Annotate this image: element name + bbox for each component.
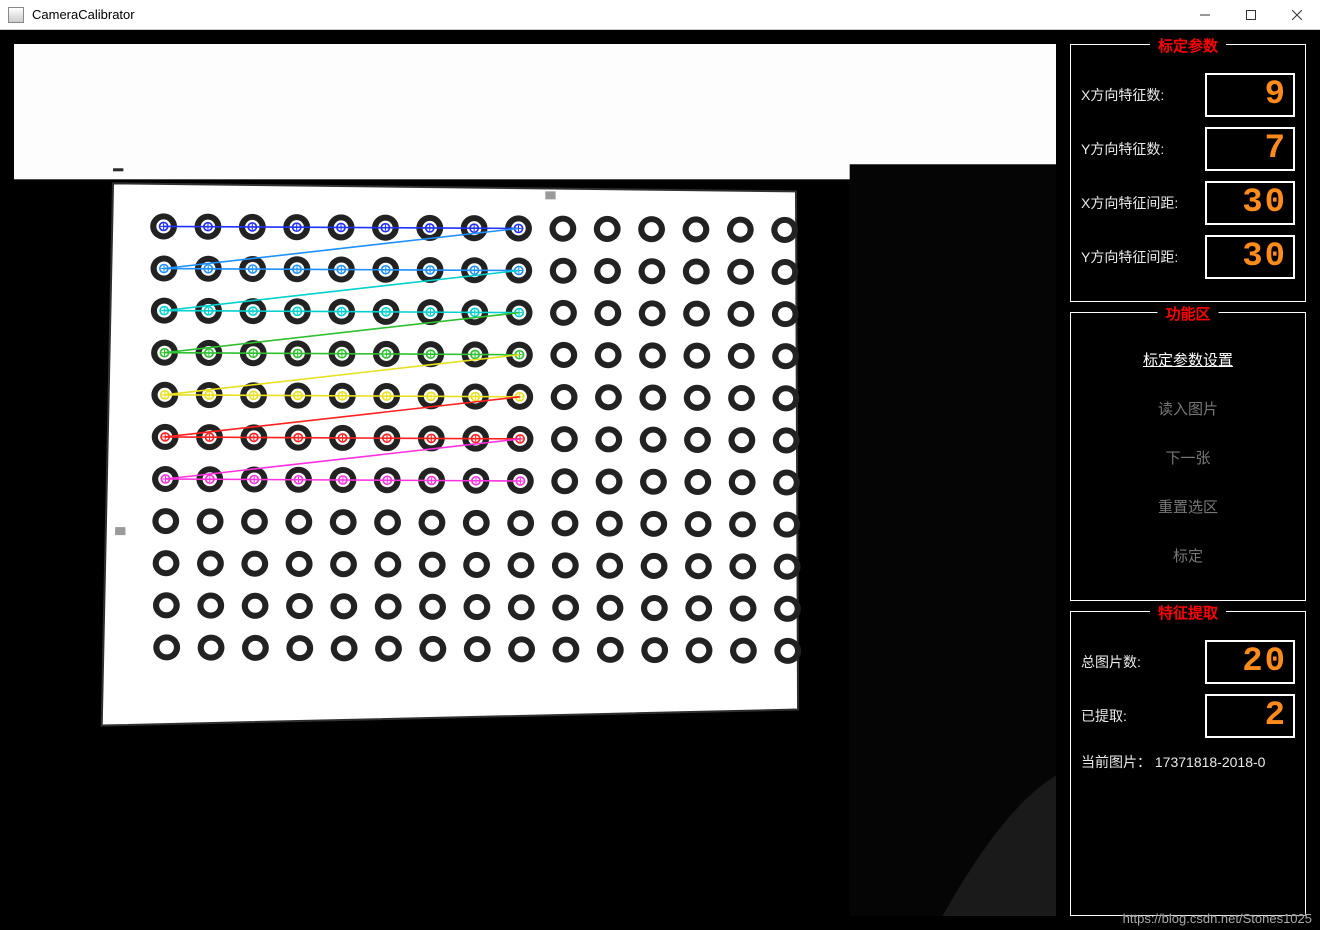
param-row-y-feat: Y方向特征数: 7 bbox=[1081, 127, 1295, 171]
maximize-button[interactable] bbox=[1228, 0, 1274, 30]
func-item-0[interactable]: 标定参数设置 bbox=[1143, 349, 1233, 370]
window-buttons bbox=[1182, 0, 1320, 30]
x-gap-value[interactable]: 30 bbox=[1205, 181, 1295, 225]
panel-calibration-params: 标定参数 X方向特征数: 9 Y方向特征数: 7 X方向特征间距: 30 Y方向… bbox=[1070, 44, 1306, 302]
app-icon bbox=[8, 7, 24, 23]
func-item-1[interactable]: 读入图片 bbox=[1158, 398, 1218, 419]
panel-title-func: 功能区 bbox=[1157, 303, 1218, 324]
func-item-3[interactable]: 重置选区 bbox=[1158, 496, 1218, 517]
func-item-4[interactable]: 标定 bbox=[1173, 545, 1203, 566]
y-feat-label: Y方向特征数: bbox=[1081, 139, 1164, 159]
x-feat-value[interactable]: 9 bbox=[1205, 73, 1295, 117]
param-row-x-feat: X方向特征数: 9 bbox=[1081, 73, 1295, 117]
current-image-label: 当前图片： bbox=[1081, 754, 1151, 770]
extracted-label: 已提取: bbox=[1081, 706, 1127, 726]
window-title: CameraCalibrator bbox=[32, 7, 1182, 22]
panel-functions: 功能区 标定参数设置读入图片下一张重置选区标定 bbox=[1070, 312, 1306, 601]
func-item-2[interactable]: 下一张 bbox=[1165, 447, 1210, 468]
x-gap-label: X方向特征间距: bbox=[1081, 193, 1178, 213]
y-gap-value[interactable]: 30 bbox=[1205, 235, 1295, 279]
x-feat-label: X方向特征数: bbox=[1081, 85, 1164, 105]
extracted-value: 2 bbox=[1205, 694, 1295, 738]
app-frame: 标定参数 X方向特征数: 9 Y方向特征数: 7 X方向特征间距: 30 Y方向… bbox=[0, 30, 1320, 930]
panel-feature-extract: 特征提取 总图片数: 20 已提取: 2 当前图片： 17371818-2018… bbox=[1070, 611, 1306, 916]
side-column: 标定参数 X方向特征数: 9 Y方向特征数: 7 X方向特征间距: 30 Y方向… bbox=[1070, 44, 1306, 916]
param-row-x-gap: X方向特征间距: 30 bbox=[1081, 181, 1295, 225]
y-feat-value[interactable]: 7 bbox=[1205, 127, 1295, 171]
total-images-label: 总图片数: bbox=[1081, 652, 1141, 672]
watermark: https://blog.csdn.net/Stones1025 bbox=[1123, 911, 1312, 926]
current-image-value: 17371818-2018-0 bbox=[1155, 754, 1266, 770]
y-gap-label: Y方向特征间距: bbox=[1081, 247, 1178, 267]
close-button[interactable] bbox=[1274, 0, 1320, 30]
panel-title-extract: 特征提取 bbox=[1150, 602, 1226, 623]
param-row-total: 总图片数: 20 bbox=[1081, 640, 1295, 684]
param-row-extracted: 已提取: 2 bbox=[1081, 694, 1295, 738]
current-image-row: 当前图片： 17371818-2018-0 bbox=[1081, 752, 1295, 772]
titlebar: CameraCalibrator bbox=[0, 0, 1320, 30]
function-list: 标定参数设置读入图片下一张重置选区标定 bbox=[1081, 331, 1295, 588]
minimize-button[interactable] bbox=[1182, 0, 1228, 30]
panel-title-calib: 标定参数 bbox=[1150, 35, 1226, 56]
total-images-value: 20 bbox=[1205, 640, 1295, 684]
calibration-viewport[interactable] bbox=[14, 44, 1056, 916]
param-row-y-gap: Y方向特征间距: 30 bbox=[1081, 235, 1295, 279]
